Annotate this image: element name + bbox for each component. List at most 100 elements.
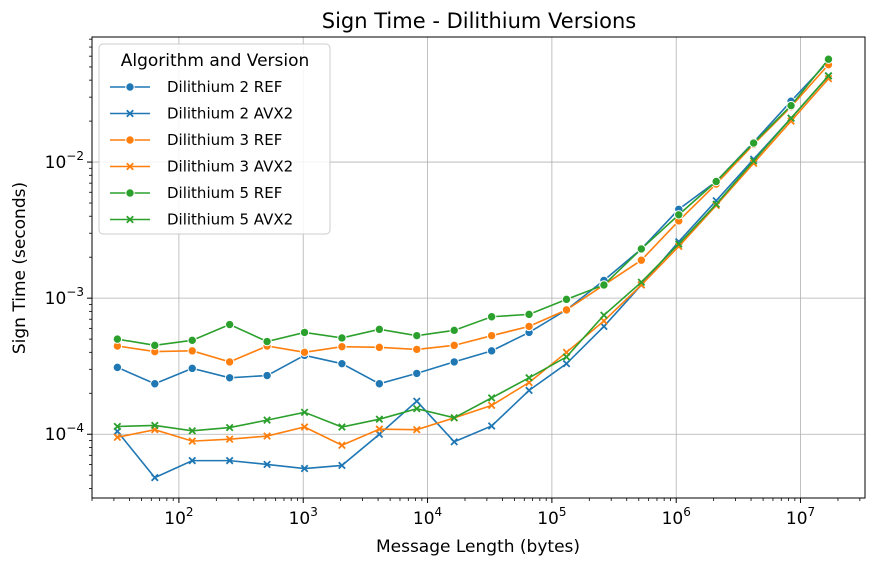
data-point [188,437,197,445]
data-point [338,461,346,470]
y-tick-label: 10−4 [45,421,84,445]
data-point [487,422,496,430]
data-point [150,340,160,351]
legend-item: Dilithium 2 REF [110,78,282,96]
data-point [225,456,234,465]
data-point [412,344,422,355]
data-point [787,117,795,125]
data-point [262,336,272,347]
data-point [150,379,160,389]
legend-marker [125,188,135,198]
legend: Algorithm and Version Dilithium 2 REFDil… [98,43,331,235]
data-point [674,242,683,251]
data-point [636,255,647,265]
series-line [117,58,830,347]
data-point [338,441,346,450]
x-tick-label: 107 [786,505,815,529]
data-point [300,408,309,417]
data-point [562,359,571,368]
data-point [637,281,646,289]
x-tick-label: 105 [537,505,566,529]
data-point [263,460,271,469]
data-point [524,321,534,332]
data-point [412,330,422,341]
data-point [300,423,309,431]
legend-label: Dilithium 2 REF [167,78,282,96]
data-point [112,362,123,373]
legend-marker [126,162,134,171]
x-axis-ticks: 102 103 104 105 106 107 [164,498,815,529]
legend-item: Dilithium 5 AVX2 [110,211,293,229]
data-point [337,333,347,343]
legend-label: Dilithium 5 REF [167,184,282,202]
data-point [187,363,197,374]
data-point [525,373,533,382]
legend-marker [126,215,134,224]
data-point [375,415,384,424]
data-point [188,456,197,465]
data-point [262,370,272,381]
data-point [224,357,235,367]
data-point [338,423,346,431]
data-point [150,473,159,482]
data-point [637,278,646,287]
data-point [337,358,347,369]
series-line [117,78,830,447]
legend-item: Dilithium 5 REF [110,184,282,202]
data-point [412,425,421,434]
data-point [712,200,721,209]
data-point [487,394,496,402]
data-point [299,327,310,338]
data-point [112,334,123,344]
x-axis-label: Message Length (bytes) [376,537,580,557]
x-tick-label: 103 [289,505,318,529]
data-point [711,176,721,187]
data-point [749,157,758,165]
legend-item: Dilithium 3 REF [110,131,282,149]
legend-item: Dilithium 3 AVX2 [110,158,293,176]
data-point [450,437,459,446]
y-axis-label: Sign Time (seconds) [10,182,30,354]
x-tick-label: 102 [164,505,193,529]
legend-marker [125,82,135,92]
legend-box [98,43,331,235]
data-point [824,74,833,83]
legend-label: Dilithium 3 REF [167,131,282,149]
data-point [486,346,497,356]
data-point [600,317,608,325]
data-point [374,324,385,335]
legend-items: Dilithium 2 REF Dilithium 2 AVX2 Dilithium… [110,78,293,229]
data-point [599,280,609,290]
data-point [449,340,459,351]
data-point [749,159,758,168]
data-point [225,423,234,432]
data-point [525,386,533,395]
data-point [263,432,271,440]
data-point [562,353,571,361]
data-point [113,422,122,431]
data-point [561,294,572,305]
data-point [188,426,197,435]
data-point [786,100,796,111]
data-point [824,72,833,80]
legend-marker [126,109,134,118]
chart-title: Sign Time - Dilithium Versions [322,9,636,33]
data-point [636,244,647,254]
series-line [117,75,830,432]
data-point [486,330,497,341]
data-point [524,309,534,320]
legend-label: Dilithium 3 AVX2 [167,158,293,176]
data-point [263,416,271,424]
series-layer [112,54,834,482]
data-point [412,368,422,379]
data-point [600,311,608,319]
data-point [374,379,385,389]
plot-frame [91,36,866,499]
data-point [187,335,197,346]
data-point [187,346,197,356]
legend-item: Dilithium 2 AVX2 [110,105,293,123]
series-line [116,75,830,479]
data-point [486,312,497,322]
legend-label: Dilithium 2 AVX2 [167,105,293,123]
